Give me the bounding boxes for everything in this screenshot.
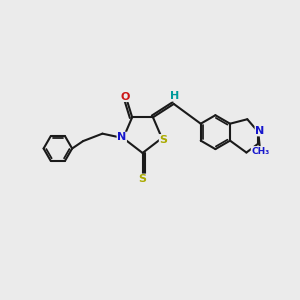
Text: O: O (121, 92, 130, 101)
Text: N: N (117, 132, 126, 142)
Text: N: N (255, 126, 264, 136)
Text: S: S (139, 174, 147, 184)
Text: CH₃: CH₃ (251, 146, 269, 155)
Text: H: H (170, 91, 179, 101)
Text: S: S (159, 135, 167, 145)
